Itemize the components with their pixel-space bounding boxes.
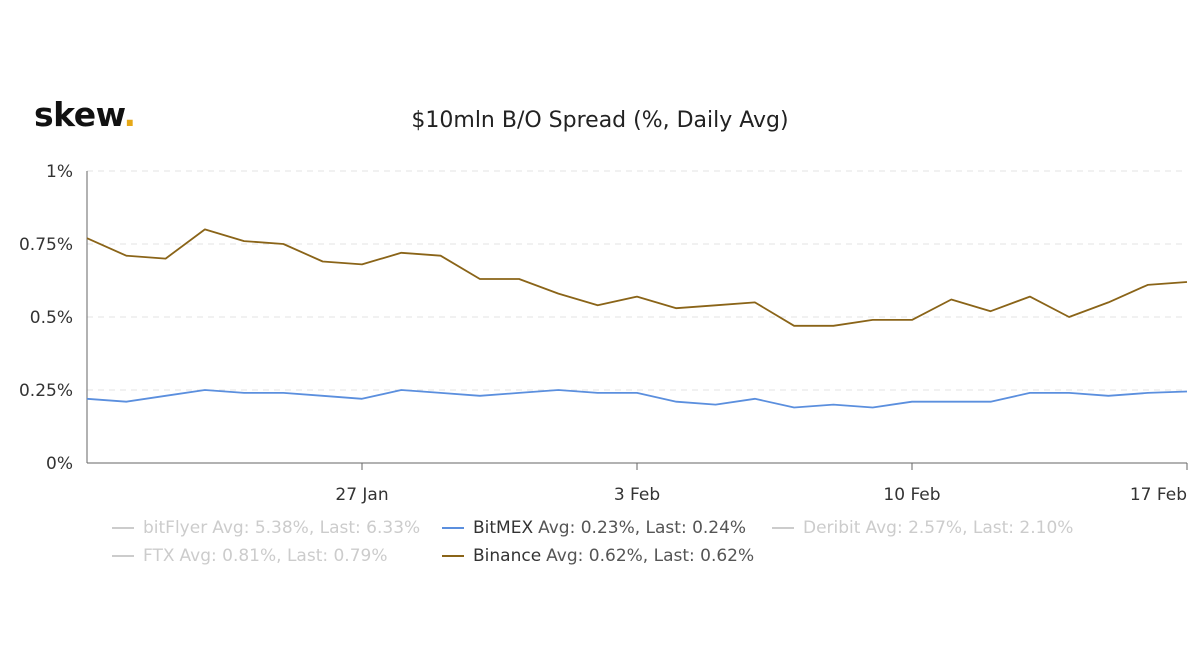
legend-item-deribit[interactable]: Deribit Avg: 2.57%, Last: 2.10% [772, 514, 1073, 542]
y-tick-label: 0.75% [19, 235, 73, 255]
y-tick-label: 0.5% [30, 308, 73, 328]
legend-series-stats: Avg: 0.23%, Last: 0.24% [538, 518, 747, 538]
legend-item-binance[interactable]: Binance Avg: 0.62%, Last: 0.62% [442, 542, 772, 570]
logo-dot: . [123, 95, 136, 134]
series-line-binance [86, 228, 1188, 327]
legend-swatch [442, 527, 464, 529]
x-tick-label: 3 Feb [614, 485, 660, 505]
chart-title: $10mln B/O Spread (%, Daily Avg) [411, 108, 789, 133]
legend-swatch [772, 527, 794, 529]
legend-series-name: FTX [143, 546, 175, 566]
x-axis: 27 Jan 3 Feb 10 Feb 17 Feb [87, 462, 1188, 505]
legend-row: FTX Avg: 0.81%, Last: 0.79% Binance Avg:… [112, 542, 1122, 570]
skew-logo: skew. [34, 95, 136, 134]
gridlines [87, 170, 1187, 391]
y-axis: 0% 0.25% 0.5% 0.75% 1% [19, 162, 88, 474]
chart-legend: bitFlyer Avg: 5.38%, Last: 6.33% BitMEX … [112, 514, 1122, 570]
logo-text: skew [34, 95, 124, 134]
legend-series-name: BitMEX [473, 518, 534, 538]
x-tick-label: 10 Feb [883, 485, 940, 505]
legend-series-stats: Avg: 5.38%, Last: 6.33% [212, 518, 421, 538]
legend-series-name: bitFlyer [143, 518, 208, 538]
legend-swatch [442, 555, 464, 557]
legend-item-bitmex[interactable]: BitMEX Avg: 0.23%, Last: 0.24% [442, 514, 772, 542]
y-tick-label: 1% [46, 162, 73, 182]
series-lines [86, 228, 1188, 409]
legend-series-stats: Avg: 0.81%, Last: 0.79% [179, 546, 388, 566]
legend-row: bitFlyer Avg: 5.38%, Last: 6.33% BitMEX … [112, 514, 1122, 542]
legend-item-bitflyer[interactable]: bitFlyer Avg: 5.38%, Last: 6.33% [112, 514, 442, 542]
y-tick-label: 0.25% [19, 381, 73, 401]
legend-series-stats: Avg: 0.62%, Last: 0.62% [546, 546, 755, 566]
x-tick-label: 17 Feb [1130, 485, 1187, 505]
legend-item-ftx[interactable]: FTX Avg: 0.81%, Last: 0.79% [112, 542, 442, 570]
series-line-bitmex [86, 389, 1188, 409]
legend-series-stats: Avg: 2.57%, Last: 2.10% [865, 518, 1074, 538]
legend-series-name: Binance [473, 546, 542, 566]
x-tick-label: 27 Jan [335, 485, 388, 505]
legend-swatch [112, 555, 134, 557]
y-tick-label: 0% [46, 454, 73, 474]
legend-swatch [112, 527, 134, 529]
legend-series-name: Deribit [803, 518, 861, 538]
